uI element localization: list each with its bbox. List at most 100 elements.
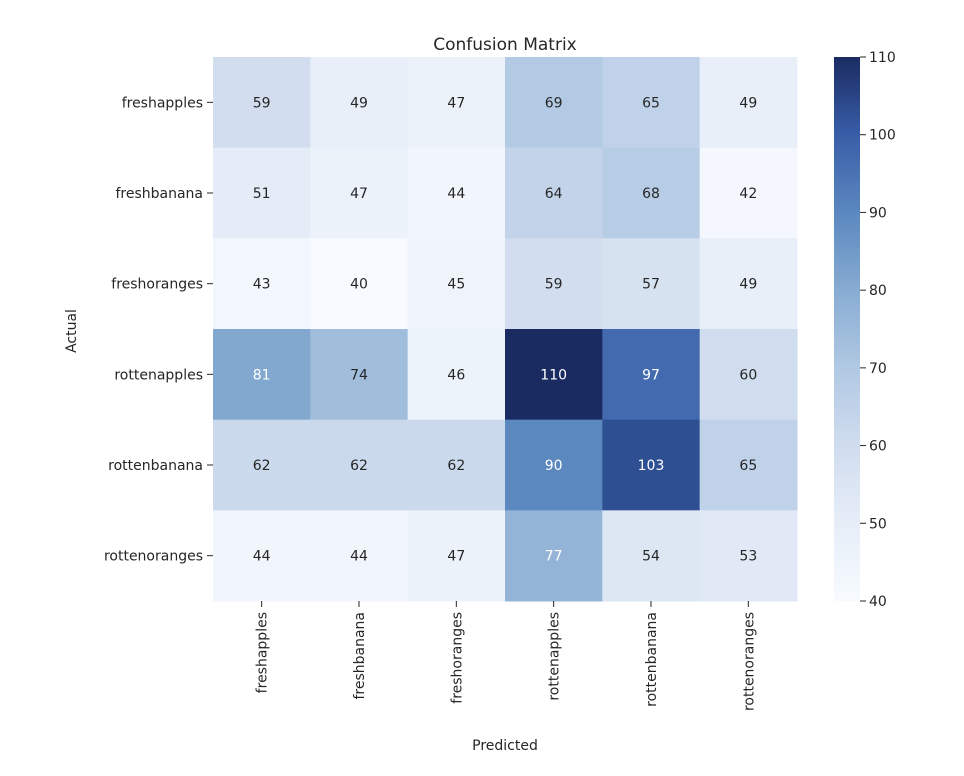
heatmap-cell-value: 44 (253, 549, 271, 565)
heatmap-cell (602, 510, 701, 602)
heatmap-cell-value: 60 (739, 367, 757, 383)
heatmap-cell (505, 57, 603, 149)
heatmap-cell (407, 329, 506, 421)
heatmap-cell (699, 329, 798, 421)
x-tick-label: freshoranges (449, 612, 465, 704)
heatmap-cell-value: 51 (253, 186, 271, 202)
heatmap-cell (213, 238, 311, 330)
heatmap-cell-value: 57 (642, 277, 660, 293)
heatmap-cell (213, 419, 311, 511)
heatmap-cell-value: 44 (447, 186, 465, 202)
colorbar-tick-label: 80 (869, 283, 887, 299)
heatmap-cell (213, 57, 311, 149)
heatmap-cell (602, 147, 701, 239)
heatmap-cell (310, 510, 409, 602)
heatmap-cell (505, 147, 603, 239)
heatmap-cell-value: 46 (447, 367, 465, 383)
heatmap-cell-value: 62 (350, 458, 368, 474)
colorbar-tick-label: 60 (869, 439, 887, 455)
heatmap-cell (505, 238, 603, 330)
heatmap-cell-value: 69 (545, 95, 563, 111)
heatmap-cell (699, 57, 798, 149)
heatmap-cell (407, 238, 506, 330)
y-tick-label: rottenoranges (104, 549, 203, 565)
heatmap-cell-value: 90 (545, 458, 563, 474)
heatmap-cell (699, 510, 798, 602)
heatmap-cell (505, 419, 603, 511)
heatmap-cell-value: 74 (350, 367, 368, 383)
heatmap-cell-value: 47 (447, 95, 465, 111)
heatmap-cells (213, 57, 798, 602)
heatmap-cell-value: 42 (739, 186, 757, 202)
heatmap-cell-value: 49 (739, 95, 757, 111)
x-axis-ticks: freshapples freshbanana freshoranges rotten… (255, 601, 757, 711)
heatmap-cell-value: 49 (350, 95, 368, 111)
y-axis-ticks: freshapples freshbanana freshoranges rotten… (104, 95, 213, 565)
heatmap-cell (699, 419, 798, 511)
heatmap-cell (407, 419, 506, 511)
heatmap-cell (699, 238, 798, 330)
heatmap-cell-value: 77 (545, 549, 563, 565)
heatmap-cell (213, 329, 311, 421)
x-tick-label: rottenapples (547, 612, 563, 701)
y-tick-label: rottenapples (114, 367, 203, 383)
heatmap-cell-value: 110 (540, 367, 567, 383)
colorbar-tick-label: 40 (869, 594, 887, 610)
heatmap-cell (310, 419, 409, 511)
heatmap-cell-value: 65 (642, 95, 660, 111)
x-tick-label: rottenoranges (741, 612, 757, 711)
heatmap-cell-value: 103 (638, 458, 665, 474)
heatmap-cell (699, 147, 798, 239)
heatmap-cell-value: 64 (545, 186, 563, 202)
y-tick-label: rottenbanana (108, 458, 203, 474)
x-tick-label: rottenbanana (644, 612, 660, 707)
heatmap-cell (602, 238, 701, 330)
heatmap-cell-value: 40 (350, 277, 368, 293)
heatmap-cell-value: 59 (545, 277, 563, 293)
heatmap-cell (505, 329, 603, 421)
heatmap-cell-value: 59 (253, 95, 271, 111)
heatmap-cell (310, 238, 409, 330)
x-tick-label: freshbanana (352, 612, 368, 700)
heatmap-cell-labels: 59 49 47 69 65 49 51 47 44 64 68 42 43 40 45 59 57 49 81 74… (253, 95, 757, 564)
heatmap-cell (310, 329, 409, 421)
x-axis-label: Predicted (472, 738, 538, 754)
colorbar-tick-label: 50 (869, 516, 887, 532)
heatmap-cell (407, 147, 506, 239)
chart-title: Confusion Matrix (433, 35, 577, 55)
heatmap-cell (505, 510, 603, 602)
colorbar-ticks: 40 50 60 70 80 90 100 110 (860, 50, 896, 610)
heatmap-cell (310, 147, 409, 239)
heatmap-cell (602, 419, 701, 511)
colorbar: 40 50 60 70 80 90 100 110 (834, 50, 896, 610)
heatmap-cell-value: 68 (642, 186, 660, 202)
heatmap-cell-value: 43 (253, 277, 271, 293)
heatmap-cell (602, 57, 701, 149)
heatmap-cell-value: 62 (447, 458, 465, 474)
heatmap-cell-value: 97 (642, 367, 660, 383)
heatmap-cell-value: 45 (447, 277, 465, 293)
colorbar-tick-label: 100 (869, 128, 896, 144)
heatmap-cell-value: 49 (739, 277, 757, 293)
heatmap-cell (407, 57, 506, 149)
heatmap-cell-value: 65 (739, 458, 757, 474)
heatmap-cell (310, 57, 409, 149)
y-axis-label: Actual (64, 309, 80, 353)
y-tick-label: freshapples (122, 95, 203, 111)
heatmap-cell (213, 510, 311, 602)
colorbar-tick-label: 70 (869, 361, 887, 377)
x-tick-label: freshapples (255, 612, 271, 693)
heatmap-cell (602, 329, 701, 421)
y-tick-label: freshbanana (115, 186, 203, 202)
heatmap-cell-value: 54 (642, 549, 660, 565)
colorbar-tick-label: 110 (869, 50, 896, 66)
heatmap-cell-value: 81 (253, 367, 271, 383)
colorbar-gradient (834, 57, 860, 601)
heatmap-cell-value: 47 (447, 549, 465, 565)
y-tick-label: freshoranges (111, 277, 203, 293)
heatmap-cell-value: 62 (253, 458, 271, 474)
heatmap-cell (213, 147, 311, 239)
heatmap-cell (407, 510, 506, 602)
heatmap-cell-value: 47 (350, 186, 368, 202)
